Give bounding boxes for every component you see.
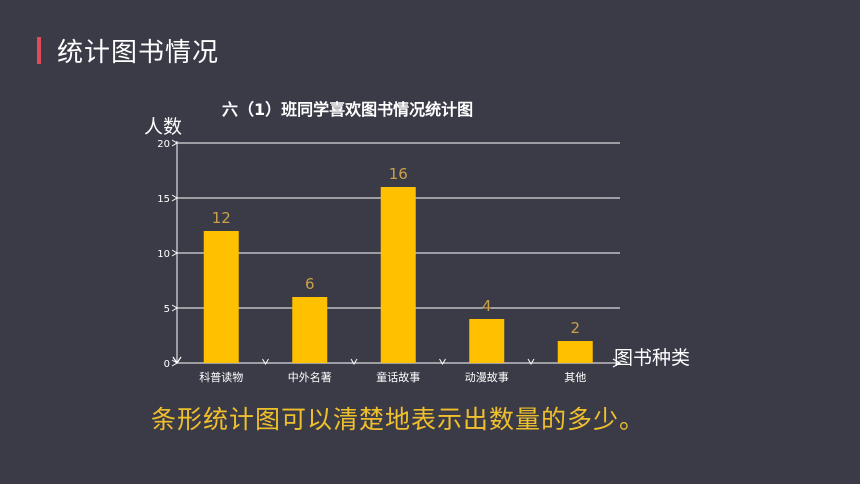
bar (557, 341, 593, 363)
title-accent-bar (37, 37, 41, 64)
bar (380, 187, 416, 363)
bars (203, 187, 593, 363)
x-axis-arrow (612, 358, 622, 368)
y-tick-label: 20 (157, 139, 170, 150)
y-tick-mark-15 (171, 194, 178, 202)
x-tick-label: 中外名著 (288, 370, 332, 384)
slide-caption: 条形统计图可以清楚地表示出数量的多少。 (151, 405, 646, 434)
y-tick-mark-10 (171, 249, 178, 257)
x-tick-label: 动漫故事 (465, 370, 509, 384)
y-tick-label: 0 (164, 359, 170, 370)
x-tick-mark (439, 358, 446, 365)
data-label: 16 (389, 165, 408, 183)
data-label: 6 (305, 275, 315, 293)
data-label: 12 (212, 209, 231, 227)
y-tick-label: 15 (157, 194, 170, 205)
y-tick-label: 5 (164, 304, 170, 315)
y-axis-title: 人数 (144, 116, 183, 138)
y-tick-mark-20 (171, 139, 178, 147)
data-label: 4 (482, 297, 492, 315)
x-axis-title: 图书种类 (614, 347, 691, 369)
origin-arrow (172, 356, 182, 365)
chart-title: 六（1）班同学喜欢图书情况统计图 (222, 100, 474, 119)
x-tick-label: 童话故事 (376, 370, 420, 384)
bar (292, 297, 328, 363)
x-tick-label: 其他 (564, 371, 586, 384)
y-tick-label: 10 (157, 249, 170, 260)
bar (203, 231, 239, 363)
data-label: 2 (570, 319, 580, 337)
x-tick-mark (262, 358, 269, 365)
x-tick-mark (350, 358, 358, 365)
bar (469, 319, 505, 363)
slide-title: 统计图书情况 (57, 38, 220, 68)
x-tick-mark (527, 358, 535, 365)
labels: 0 5 10 15 20 12 科普读物 6 中外名著 16 童话故事 4 动漫故事 2 其他 (157, 139, 586, 384)
x-tick-label: 科普读物 (199, 370, 243, 384)
y-tick-mark-5 (171, 304, 178, 312)
